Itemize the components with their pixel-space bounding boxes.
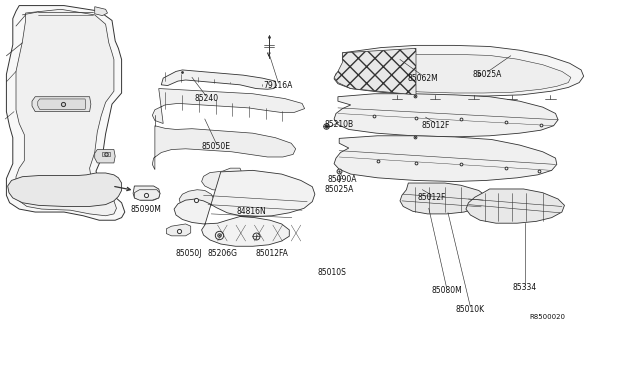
Text: 85090A: 85090A: [328, 175, 357, 184]
Polygon shape: [95, 7, 108, 16]
Polygon shape: [334, 136, 557, 182]
Polygon shape: [174, 170, 315, 246]
Polygon shape: [334, 48, 416, 95]
Polygon shape: [95, 150, 115, 163]
Polygon shape: [152, 89, 305, 124]
Text: 85012FA: 85012FA: [255, 249, 289, 258]
Text: 85210B: 85210B: [324, 120, 354, 129]
Text: 85090M: 85090M: [131, 205, 161, 214]
Polygon shape: [334, 45, 584, 96]
Polygon shape: [161, 70, 276, 89]
Polygon shape: [38, 99, 86, 109]
Polygon shape: [179, 190, 214, 209]
Text: 85010S: 85010S: [317, 268, 346, 277]
Text: 85025A: 85025A: [473, 70, 502, 79]
Polygon shape: [134, 190, 160, 200]
Polygon shape: [334, 94, 558, 137]
Text: 79116A: 79116A: [264, 81, 293, 90]
Polygon shape: [400, 183, 486, 214]
Text: 85080M: 85080M: [431, 286, 462, 295]
Polygon shape: [202, 168, 242, 190]
Polygon shape: [466, 189, 564, 223]
Text: 85050E: 85050E: [202, 142, 231, 151]
Text: 85010K: 85010K: [456, 305, 485, 314]
Polygon shape: [32, 97, 91, 112]
Text: 85050J: 85050J: [175, 249, 202, 258]
Text: 85062M: 85062M: [407, 74, 438, 83]
Text: 85334: 85334: [513, 283, 537, 292]
Text: 85012F: 85012F: [418, 193, 446, 202]
Polygon shape: [342, 54, 571, 93]
Polygon shape: [133, 186, 160, 200]
Text: 85012F: 85012F: [421, 121, 449, 130]
Polygon shape: [102, 152, 110, 156]
Polygon shape: [8, 173, 122, 206]
Polygon shape: [152, 126, 296, 170]
Polygon shape: [166, 224, 191, 236]
Polygon shape: [16, 9, 116, 216]
Polygon shape: [6, 6, 125, 220]
Text: 85025A: 85025A: [324, 185, 354, 194]
Text: 84816N: 84816N: [237, 207, 266, 216]
Text: 85240: 85240: [194, 94, 218, 103]
Text: 85206G: 85206G: [207, 249, 237, 258]
Text: R8500020: R8500020: [529, 314, 565, 320]
